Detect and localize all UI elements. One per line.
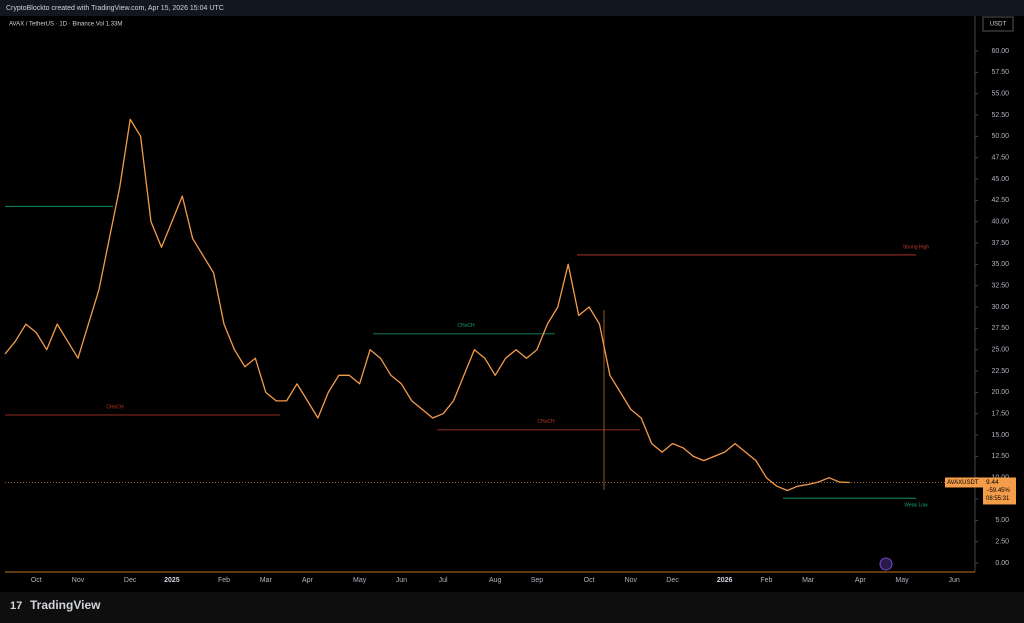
level-label: Strong High	[903, 244, 930, 250]
header-bar	[0, 0, 1024, 16]
brand-logo: 17	[10, 600, 22, 612]
y-tick-label: 60.00	[991, 48, 1009, 55]
change: −59.45%	[986, 488, 1011, 494]
x-tick-label: Apr	[855, 577, 867, 584]
x-tick-label: May	[895, 577, 909, 584]
symbol: AVAXUSDT	[947, 480, 979, 486]
level-label: CHoCH	[106, 404, 124, 410]
y-tick-label: 30.00	[991, 304, 1009, 311]
y-tick-label: 2.50	[995, 539, 1009, 546]
price-tag	[983, 477, 1016, 505]
x-tick-label: May	[353, 577, 367, 584]
x-tick-label: Mar	[802, 577, 815, 584]
x-tick-label: Oct	[584, 577, 595, 584]
y-tick-label: 37.50	[991, 240, 1009, 247]
y-tick-label: 20.00	[991, 389, 1009, 396]
countdown: 08:55:31	[986, 496, 1010, 502]
y-tick-label: 5.00	[995, 517, 1009, 524]
x-tick-label: Mar	[260, 577, 273, 584]
price-line	[4, 118, 850, 492]
y-tick-label: 25.00	[991, 347, 1009, 354]
x-tick-label: Feb	[760, 577, 772, 584]
x-tick-label: Jul	[439, 577, 448, 584]
header: CryptoBlockto created with TradingView.c…	[6, 5, 224, 12]
y-tick-label: 27.50	[991, 325, 1009, 332]
x-tick-label: Apr	[302, 577, 314, 584]
y-tick-label: 52.50	[991, 112, 1009, 119]
x-tick-label: 2025	[164, 577, 180, 584]
currency-box	[982, 16, 1014, 32]
x-tick-label: Dec	[124, 577, 137, 584]
y-tick-label: 32.50	[991, 283, 1009, 290]
x-tick-label: Sep	[531, 577, 544, 584]
x-tick-label: Feb	[218, 577, 230, 584]
chart-title: AVAX / TetherUS · 1D · Binance Vol 1.33M	[9, 22, 122, 28]
y-tick-label: 57.50	[991, 69, 1009, 76]
y-tick-label: 55.00	[991, 91, 1009, 98]
x-tick-label: Nov	[72, 577, 85, 584]
y-tick-label: 12.50	[991, 453, 1009, 460]
level-label: CHoCH	[537, 419, 555, 425]
y-tick-label: 45.00	[991, 176, 1009, 183]
indicator-icon[interactable]	[879, 557, 893, 571]
x-tick-label: Nov	[625, 577, 638, 584]
y-tick-label: 17.50	[991, 411, 1009, 418]
x-tick-label: Jun	[948, 577, 959, 584]
currency: USDT	[990, 22, 1007, 28]
footer-bar	[0, 592, 1024, 623]
symbol-tag	[945, 477, 983, 488]
last-price: 9.44	[986, 479, 999, 486]
level-label: Weak Low	[904, 503, 928, 509]
brand: TradingView	[30, 598, 101, 612]
y-tick-label: 50.00	[991, 133, 1009, 140]
y-tick-label: 47.50	[991, 155, 1009, 162]
x-tick-label: Jun	[396, 577, 407, 584]
x-tick-label: 2026	[717, 577, 733, 584]
x-tick-label: Dec	[666, 577, 679, 584]
x-tick-label: Oct	[31, 577, 42, 584]
level-label: CHoCH	[457, 323, 475, 329]
y-tick-label: 40.00	[991, 219, 1009, 226]
y-tick-label: 0.00	[995, 560, 1009, 567]
y-tick-label: 35.00	[991, 261, 1009, 268]
y-tick-label: 42.50	[991, 197, 1009, 204]
y-tick-label: 22.50	[991, 368, 1009, 375]
x-tick-label: Aug	[489, 577, 502, 584]
y-tick-label: 15.00	[991, 432, 1009, 439]
